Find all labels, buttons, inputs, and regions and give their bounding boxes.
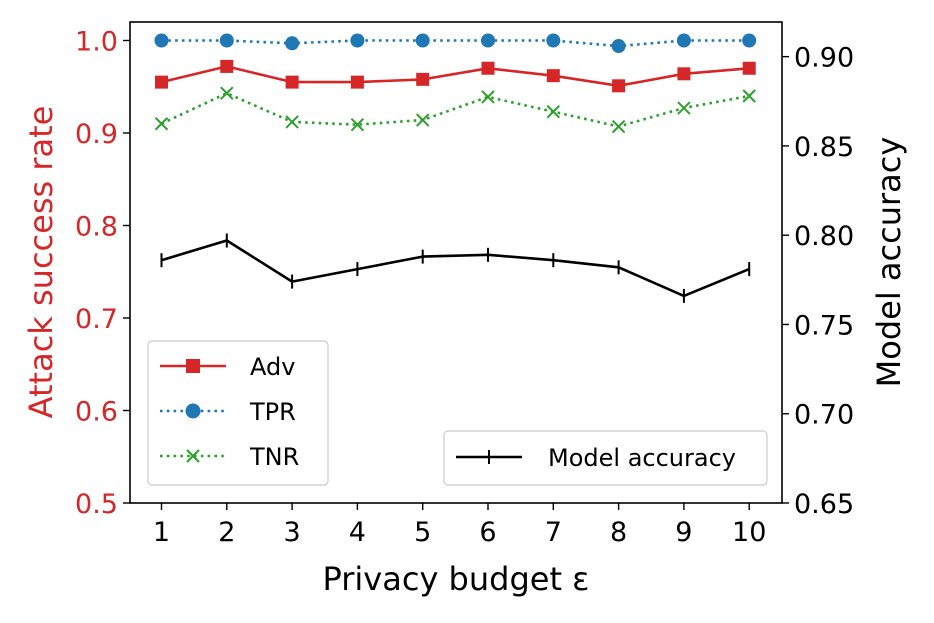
- data-point-tnr-2: [220, 86, 234, 100]
- right-y-tick-label-0.90: 0.90: [794, 43, 854, 74]
- right-y-tick-label-0.85: 0.85: [794, 132, 854, 163]
- data-point-tpr-4: [350, 33, 365, 48]
- legend-model-accuracy-label: Model accuracy: [548, 444, 736, 472]
- series-line-tpr: [161, 39, 750, 48]
- data-point-tpr-7: [546, 33, 561, 48]
- x-tick-label-4: 4: [349, 517, 366, 548]
- right-y-tick-label-0.65: 0.65: [794, 489, 854, 520]
- data-point-tnr-3: [285, 115, 299, 129]
- data-point-tpr-3: [285, 36, 300, 51]
- data-point-tpr-6: [481, 33, 495, 48]
- x-tick-label-5: 5: [414, 517, 431, 548]
- data-point-adv-6: [481, 61, 495, 75]
- data-point-tpr-8: [611, 39, 626, 54]
- data-point-tnr-1: [154, 117, 169, 131]
- data-point-tnr-8: [611, 119, 626, 134]
- legend-adv-label: Adv: [250, 353, 295, 381]
- legend-tnr-label: TNR: [249, 443, 299, 471]
- legend-tnr-marker: [186, 449, 200, 463]
- left-y-tick-label-0.5: 0.5: [75, 489, 118, 520]
- data-point-adv-8: [612, 79, 626, 93]
- right-y-axis-title: Model accuracy: [870, 137, 908, 388]
- data-point-tnr-9: [677, 101, 691, 115]
- x-tick-label-6: 6: [479, 517, 496, 548]
- left-y-tick-label-0.6: 0.6: [75, 397, 118, 428]
- legend-tpr-label: TPR: [249, 398, 296, 426]
- data-point-tnr-4: [350, 117, 365, 132]
- series-line-model-accuracy: [161, 239, 750, 298]
- data-point-adv-4: [350, 75, 364, 89]
- legend-entry-tnr: TNR: [160, 443, 299, 471]
- legend-entry-model-accuracy: Model accuracy: [456, 444, 736, 472]
- x-axis: 1 2 3 4 5 6 7 8 9 10: [153, 503, 766, 548]
- left-y-axis-title: Attack success rate: [22, 106, 60, 419]
- left-y-tick-label-0.9: 0.9: [75, 119, 118, 150]
- legend-entry-tpr: TPR: [160, 398, 296, 426]
- data-point-adv-10: [742, 61, 756, 75]
- x-tick-label-1: 1: [153, 517, 170, 548]
- data-point-adv-7: [546, 69, 560, 83]
- plot-frame: [129, 21, 783, 504]
- legend-right: Model accuracy: [443, 430, 768, 486]
- series-line-adv: [161, 65, 750, 88]
- data-point-tnr-7: [546, 105, 561, 119]
- data-point-tnr-6: [481, 90, 495, 104]
- legend-left-frame: [147, 340, 329, 486]
- data-point-tpr-2: [219, 33, 234, 48]
- right-y-tick-label-0.75: 0.75: [794, 310, 854, 341]
- data-point-adv-1: [155, 75, 168, 89]
- left-y-tick-label-1.0: 1.0: [75, 27, 118, 58]
- legend-entry-adv: Adv: [160, 353, 295, 381]
- right-y-axis: 0.65 0.70 0.75 0.80 0.85 0.90: [782, 43, 854, 520]
- legend-left: Adv TPR TNR: [147, 340, 329, 486]
- data-point-tnr-5: [415, 113, 430, 127]
- x-axis-title: Privacy budget ε: [323, 560, 590, 598]
- data-point-adv-9: [677, 67, 691, 81]
- x-tick-label-3: 3: [284, 517, 301, 548]
- right-y-tick-label-0.80: 0.80: [794, 221, 854, 252]
- left-y-axis: 0.5 0.6 0.7 0.8 0.9 1.0: [75, 27, 130, 520]
- data-point-adv-2: [220, 59, 234, 73]
- right-y-tick-label-0.70: 0.70: [794, 400, 854, 431]
- legend-tpr-marker: [185, 403, 201, 419]
- data-point-tpr-5: [415, 33, 430, 48]
- data-point-adv-5: [416, 72, 430, 86]
- data-point-tpr-10: [742, 33, 757, 48]
- left-y-tick-label-0.8: 0.8: [75, 212, 118, 243]
- x-tick-label-10: 10: [732, 517, 766, 548]
- plot-area: [154, 33, 757, 303]
- data-point-tpr-1: [154, 33, 169, 48]
- legend-right-frame: [443, 430, 768, 486]
- data-point-tpr-9: [676, 33, 691, 48]
- x-tick-label-7: 7: [545, 517, 562, 548]
- series-line-tnr: [160, 91, 750, 128]
- x-tick-label-2: 2: [218, 517, 235, 548]
- data-point-tnr-10: [742, 89, 756, 103]
- x-tick-label-8: 8: [610, 517, 627, 548]
- data-point-adv-3: [285, 75, 299, 89]
- x-tick-label-9: 9: [675, 517, 692, 548]
- legend-adv-marker: [186, 359, 200, 373]
- left-y-tick-label-0.7: 0.7: [75, 304, 118, 335]
